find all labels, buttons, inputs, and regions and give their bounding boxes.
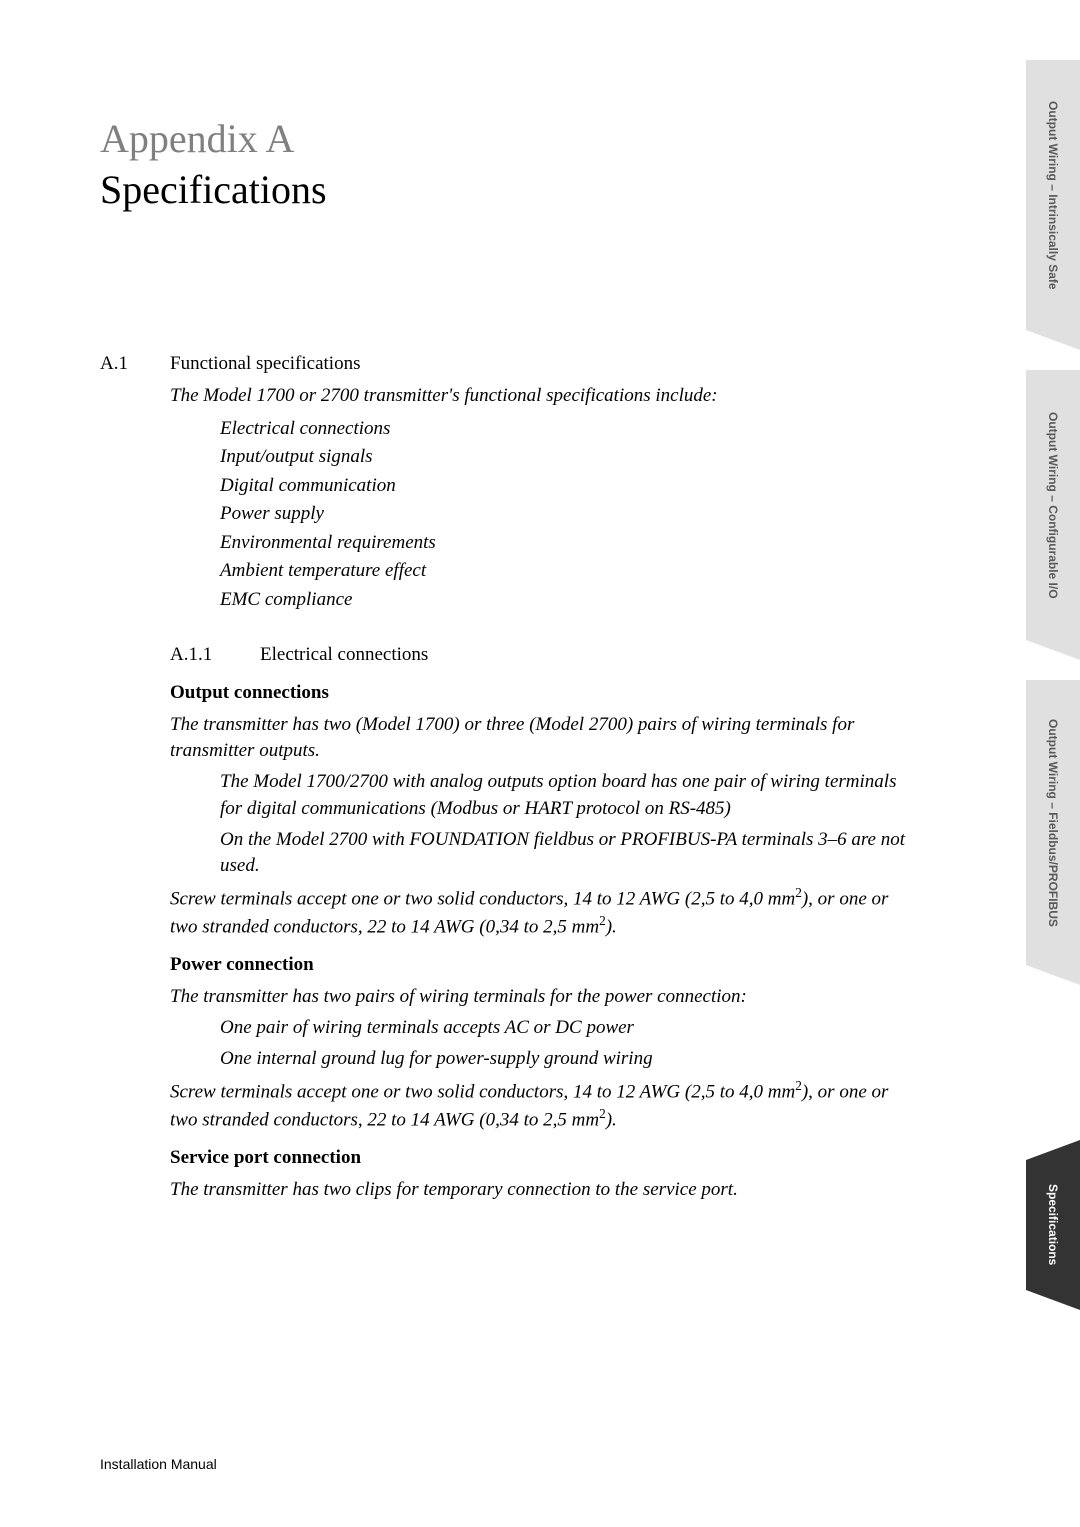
section-heading: Functional specifications	[170, 353, 360, 375]
tab-corner-icon	[1026, 330, 1080, 350]
power-conn-bullet: One pair of wiring terminals accepts AC …	[220, 1015, 910, 1042]
tab-label: Output Wiring – Intrinsically Safe	[1046, 101, 1060, 290]
sidebar-tab-active: Specifications	[1026, 1160, 1080, 1290]
sidebar-tab: Output Wiring – Configurable I/O	[1026, 370, 1080, 640]
power-conn-bullet: One internal ground lug for power-supply…	[220, 1046, 910, 1073]
section-intro: The Model 1700 or 2700 transmitter's fun…	[170, 383, 910, 409]
superscript: 2	[599, 913, 606, 928]
superscript: 2	[795, 885, 802, 900]
output-conn-bullet: On the Model 2700 with FOUNDATION fieldb…	[220, 827, 910, 880]
list-item: Ambient temperature effect	[220, 557, 910, 586]
section-number: A.1	[100, 353, 170, 375]
service-conn-p1: The transmitter has two clips for tempor…	[170, 1177, 910, 1203]
list-item: Input/output signals	[220, 443, 910, 472]
appendix-label: Appendix A	[100, 115, 910, 162]
text-span: Screw terminals accept one or two solid …	[170, 888, 795, 909]
tab-corner-icon	[1026, 965, 1080, 985]
service-conn-heading: Service port connection	[170, 1147, 910, 1169]
list-item: Digital communication	[220, 472, 910, 501]
output-conn-bullet: The Model 1700/2700 with analog outputs …	[220, 769, 910, 822]
text-span: ).	[606, 1109, 617, 1130]
section-heading-row: A.1 Functional specifications	[100, 353, 910, 375]
list-item: Environmental requirements	[220, 529, 910, 558]
text-span: ).	[606, 916, 617, 937]
spec-bullet-list: Electrical connections Input/output sign…	[220, 415, 910, 615]
subsection-number: A.1.1	[170, 644, 260, 666]
list-item: Electrical connections	[220, 415, 910, 444]
power-conn-p2: Screw terminals accept one or two solid …	[170, 1077, 910, 1133]
tab-label: Output Wiring – Fieldbus/PROFIBUS	[1046, 719, 1060, 927]
chapter-title: Specifications	[100, 166, 910, 213]
subsection-heading-row: A.1.1 Electrical connections	[170, 644, 910, 666]
superscript: 2	[795, 1078, 802, 1093]
sidebar-tab: Output Wiring – Intrinsically Safe	[1026, 60, 1080, 330]
superscript: 2	[599, 1106, 606, 1121]
tab-corner-icon	[1026, 1290, 1080, 1310]
tab-label: Specifications	[1046, 1184, 1060, 1265]
power-conn-heading: Power connection	[170, 954, 910, 976]
sidebar-tab: Output Wiring – Fieldbus/PROFIBUS	[1026, 680, 1080, 965]
footer-text: Installation Manual	[100, 1456, 217, 1472]
tab-label: Output Wiring – Configurable I/O	[1046, 412, 1060, 599]
tab-corner-icon	[1026, 1140, 1080, 1160]
list-item: Power supply	[220, 500, 910, 529]
output-conn-heading: Output connections	[170, 682, 910, 704]
sidebar-tabs: Output Wiring – Intrinsically Safe Outpu…	[1026, 0, 1080, 1527]
subsection-heading: Electrical connections	[260, 644, 428, 666]
list-item: EMC compliance	[220, 586, 910, 615]
power-conn-p1: The transmitter has two pairs of wiring …	[170, 984, 910, 1010]
tab-corner-icon	[1026, 640, 1080, 660]
text-span: Screw terminals accept one or two solid …	[170, 1081, 795, 1102]
output-conn-p1: The transmitter has two (Model 1700) or …	[170, 712, 910, 763]
output-conn-p2: Screw terminals accept one or two solid …	[170, 884, 910, 940]
